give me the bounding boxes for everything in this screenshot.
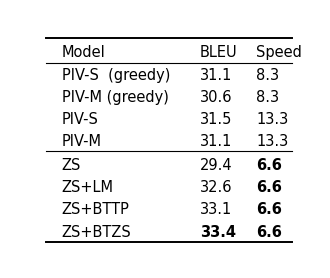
Text: 6.6: 6.6 [256,202,282,217]
Text: 31.5: 31.5 [200,112,232,127]
Text: 33.1: 33.1 [200,202,232,217]
Text: 31.1: 31.1 [200,134,232,149]
Text: 6.6: 6.6 [256,180,282,195]
Text: 8.3: 8.3 [256,68,279,83]
Text: PIV-M (greedy): PIV-M (greedy) [62,90,169,105]
Text: 31.1: 31.1 [200,68,232,83]
Text: 6.6: 6.6 [256,158,282,173]
Text: 32.6: 32.6 [200,180,232,195]
Text: ZS+LM: ZS+LM [62,180,114,195]
Text: BLEU: BLEU [200,46,238,61]
Text: ZS+BTTP: ZS+BTTP [62,202,130,217]
Text: 30.6: 30.6 [200,90,232,105]
Text: ZS: ZS [62,158,81,173]
Text: Model: Model [62,46,106,61]
Text: ZS+BTZS: ZS+BTZS [62,225,131,240]
Text: PIV-M: PIV-M [62,134,102,149]
Text: 13.3: 13.3 [256,112,288,127]
Text: 13.3: 13.3 [256,134,288,149]
Text: PIV-S  (greedy): PIV-S (greedy) [62,68,170,83]
Text: 6.6: 6.6 [256,225,282,240]
Text: 33.4: 33.4 [200,225,236,240]
Text: PIV-S: PIV-S [62,112,99,127]
Text: Speed: Speed [256,46,302,61]
Text: 29.4: 29.4 [200,158,232,173]
Text: 8.3: 8.3 [256,90,279,105]
